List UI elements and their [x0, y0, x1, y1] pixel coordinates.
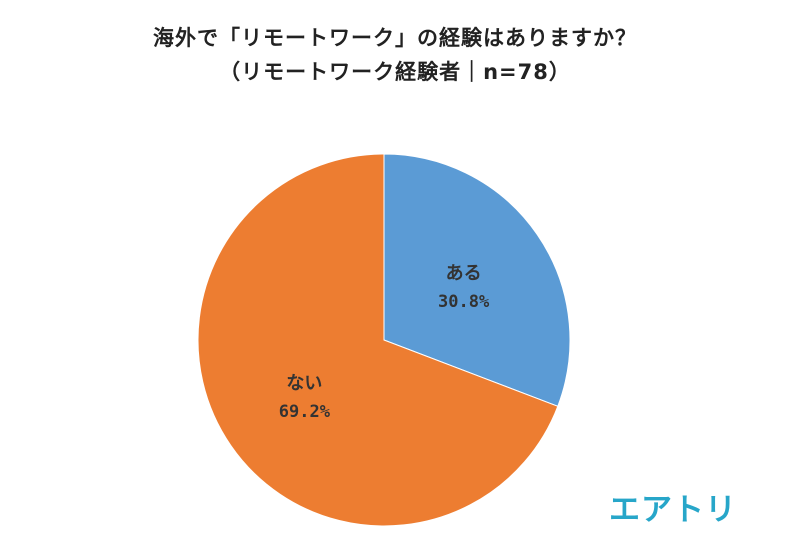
airtrip-logo: エアトリ — [609, 492, 737, 528]
pie-slice-1 — [197, 153, 559, 527]
pie-slice-0 — [383, 153, 571, 407]
slice-value-label-1: 69.2% — [279, 402, 331, 422]
slice-value-label-0: 30.8% — [438, 292, 490, 312]
slice-label-0: ある — [446, 263, 482, 284]
chart-title: 海外で「リモートワーク」の経験はありますか？ — [153, 26, 637, 50]
slice-label-1: ない — [286, 373, 322, 394]
chart-subtitle: （リモートワーク経験者｜n=78） — [219, 60, 571, 84]
